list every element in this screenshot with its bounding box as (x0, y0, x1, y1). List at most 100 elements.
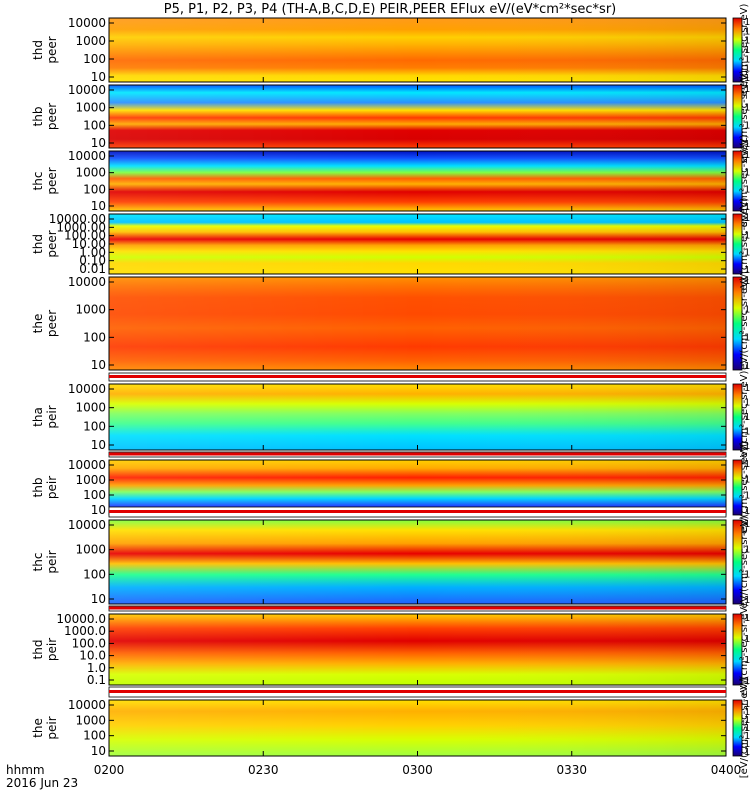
panel-probe-label: thd (31, 234, 45, 254)
y-tick-label: 100.00 (64, 229, 106, 243)
colorbar-tick-label: 10² (744, 427, 750, 438)
y-tick-label: 1000.00 (56, 220, 106, 234)
colorbar-tick-label: 10³ (744, 739, 750, 750)
y-tick-label: 100 (83, 419, 106, 433)
colorbar-tick-label: 10⁸ (744, 276, 750, 287)
colorbar (732, 699, 743, 757)
date-label: 2016 Jun 23 (6, 776, 78, 790)
colorbar (732, 150, 743, 212)
spectrogram-shading (109, 214, 726, 274)
y-tick-label: 10 (91, 358, 106, 372)
y-tick-label: 10 (91, 438, 106, 452)
y-tick-label: 1000 (75, 401, 106, 415)
y-tick-label: 10000 (68, 275, 106, 289)
panel-species-label: peir (45, 476, 59, 499)
colorbar-tick-label: 10⁶ (744, 475, 750, 486)
y-tick-label: 10000 (68, 83, 106, 97)
colorbar-label: eV/(cm²-sec-sr-eV) (739, 277, 750, 370)
y-tick-label: 1000 (75, 713, 106, 727)
spectrogram-shading (109, 18, 726, 82)
panels-group: 10000100010010thdpeer10⁸10⁷10⁶10⁵10⁴10³1… (31, 4, 750, 779)
x-tick-label: 0400 (711, 763, 742, 777)
y-tick-label: 1000 (75, 34, 106, 48)
colorbar-label: eV/(cm²-sec-sr-eV) (739, 371, 750, 464)
time-axis: 0200 0230 0300 0330 0400 (94, 763, 742, 777)
panel-species-label: peer (45, 230, 59, 257)
colorbar-tick-label: 10² (744, 676, 750, 687)
colorbar-tick-label: 10⁸ (744, 213, 750, 224)
y-tick-label: 10 (91, 592, 106, 606)
colorbar (732, 213, 743, 275)
x-tick-label: 0300 (402, 763, 433, 777)
colorbar-tick-label: 10⁴ (744, 248, 750, 259)
colorbar-label: eV/(cm²-sec-sr-eV) (739, 441, 750, 534)
y-tick-label: 0.01 (79, 262, 106, 276)
colorbar-tick-label: 10⁶ (744, 398, 750, 409)
colorbar-tick-label: 10³ (744, 64, 750, 75)
panel-probe-label: the (31, 718, 45, 738)
panel-species-label: peir (45, 405, 59, 428)
spectrogram-shading (109, 520, 726, 604)
colorbar-tick-label: 10⁸ (744, 150, 750, 161)
panel-probe-label: thc (31, 553, 45, 572)
y-tick-label: 10 (91, 70, 106, 84)
y-tick-label: 10 (91, 136, 106, 150)
spectrogram-shading (109, 85, 726, 148)
colorbar-label: eV/(cm²-sec-sr-eV) (739, 603, 750, 696)
y-tick-label: 10000 (68, 458, 106, 472)
colorbar-tick-label: 10⁸ (744, 613, 750, 624)
colorbar-tick-label: 10⁴ (744, 490, 750, 501)
colorbar (732, 519, 743, 605)
colorbar-tick-label: 10² (744, 139, 750, 150)
y-tick-label: 10000 (68, 149, 106, 163)
panel-probe-label: the (31, 314, 45, 334)
colorbar-tick-label: 10⁶ (744, 167, 750, 178)
colorbar (732, 383, 743, 451)
colorbar-tick-label: 10⁸ (744, 383, 750, 394)
x-tick-label: 0330 (556, 763, 587, 777)
flag-strip-fill (109, 375, 726, 378)
y-tick-label: 1000 (75, 473, 106, 487)
y-tick-label: 10 (91, 199, 106, 213)
y-tick-label: 0.1 (87, 673, 106, 687)
flag-strip-fill (109, 452, 726, 456)
colorbar-tick-label: 10² (744, 595, 750, 606)
colorbar (732, 459, 743, 516)
spectrogram-shading (109, 384, 726, 450)
figure-title: P5, P1, P2, P3, P4 (TH-A,B,C,D,E) PEIR,P… (164, 2, 617, 17)
colorbar-tick-label: 10⁷ (744, 26, 750, 37)
colorbar-label: eV/(cm²-sec-sr-eV) (739, 135, 750, 228)
x-tick-label: 0230 (248, 763, 279, 777)
panel-probe-label: tha (31, 407, 45, 427)
colorbar-label: eV/(cm²-sec-sr-eV) (739, 198, 750, 291)
colorbar-tick-label: 10⁸ (744, 519, 750, 530)
y-tick-label: 10000 (68, 698, 106, 712)
y-tick-label: 1000 (75, 543, 106, 557)
colorbar-tick-label: 10⁵ (744, 45, 750, 56)
x-tick-label: 0200 (94, 763, 125, 777)
y-tick-label: 1000.0 (64, 624, 106, 638)
spectrogram-shading (109, 614, 726, 685)
spectrogram-shading (109, 151, 726, 211)
y-tick-label: 10000 (68, 16, 106, 30)
colorbar-tick-label: 10⁶ (744, 544, 750, 555)
flag-strip-fill (109, 690, 726, 693)
y-tick-label: 100 (83, 729, 106, 743)
y-tick-label: 100 (83, 330, 106, 344)
y-tick-label: 100 (83, 488, 106, 502)
colorbar-label: eV/(cm²-sec-sr-eV) (739, 4, 750, 97)
panel-thd-peer: 10000100010010thdpeer10⁸10⁷10⁶10⁵10⁴10³1… (31, 4, 750, 97)
panel-species-label: peir (45, 716, 59, 739)
y-tick-label: 100 (83, 182, 106, 196)
colorbar-tick-label: 10⁸ (744, 699, 750, 710)
colorbar-tick-label: 10⁰ (744, 441, 750, 452)
y-tick-label: 1.0 (87, 661, 106, 675)
time-axis-label: hhmm (6, 763, 45, 777)
y-tick-label: 100 (83, 567, 106, 581)
